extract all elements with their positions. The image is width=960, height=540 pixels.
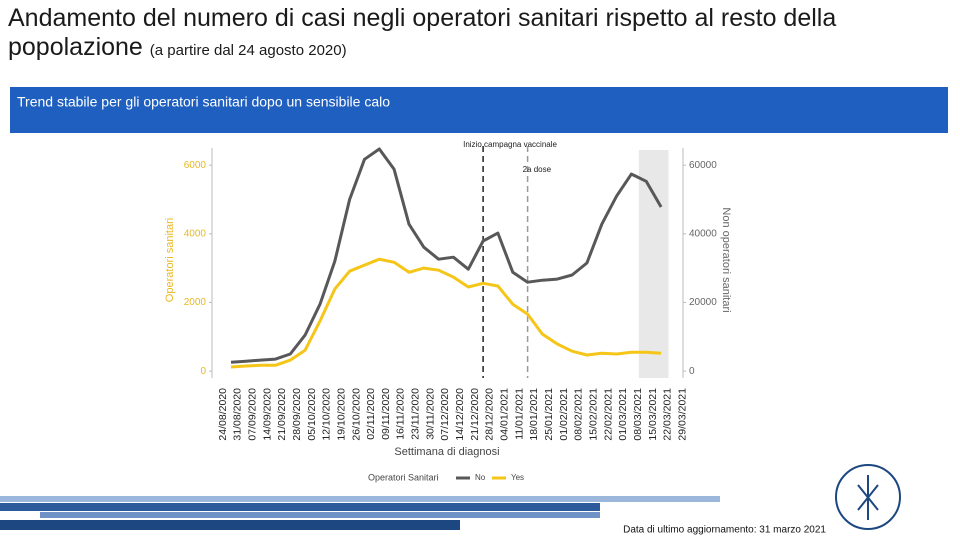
y2-tick-label: 20000 — [689, 297, 717, 308]
banner-bg — [10, 87, 948, 133]
x-tick-label: 05/10/2020 — [306, 388, 318, 441]
x-tick-label: 09/11/2020 — [380, 388, 392, 440]
title: Andamento del numero di casi negli opera… — [8, 4, 837, 61]
banner-text: Trend stabile per gli operatori sanitari… — [17, 94, 390, 110]
x-tick-label: 07/09/2020 — [246, 388, 258, 441]
x-tick-label: 16/11/2020 — [395, 388, 407, 440]
y-tick-label: 2000 — [184, 297, 207, 308]
subtitle: (a partire dal 24 agosto 2020) — [149, 42, 347, 59]
x-tick-label: 04/01/2021 — [499, 388, 511, 441]
x-axis-label: Settimana di diagnosi — [394, 446, 499, 458]
y2-axis-label: Non operatori sanitari — [720, 207, 732, 312]
y2-tick-label: 0 — [689, 366, 695, 377]
x-tick-label: 22/03/2021 — [662, 388, 674, 441]
annotation-text: Inizio campagna vaccinale — [463, 140, 557, 149]
shaded-band — [638, 150, 669, 378]
x-tick-label: 24/08/2020 — [217, 388, 229, 441]
x-tick-label: 07/12/2020 — [439, 388, 451, 441]
annotation-text: 2a dose — [523, 165, 552, 174]
stripe — [0, 503, 600, 511]
y-tick-label: 6000 — [184, 160, 207, 171]
y2-tick-label: 40000 — [689, 228, 717, 239]
x-tick-label: 21/09/2020 — [276, 388, 288, 441]
slide-title: Andamento del numero di casi negli opera… — [8, 4, 953, 65]
legend-label: Yes — [511, 473, 524, 482]
x-tick-label: 14/09/2020 — [261, 388, 273, 441]
legend-title: Operatori Sanitari — [368, 472, 439, 482]
logo-mark — [857, 475, 879, 520]
footer: Data di ultimo aggiornamento: 31 marzo 2… — [623, 525, 826, 536]
series-line — [230, 257, 662, 369]
x-tick-label: 08/03/2021 — [632, 388, 644, 441]
x-tick-label: 12/10/2020 — [321, 388, 333, 441]
x-tick-label: 15/03/2021 — [647, 388, 659, 441]
x-tick-label: 31/08/2020 — [232, 388, 244, 441]
x-tick-label: 01/03/2021 — [617, 388, 629, 441]
x-tick-label: 14/12/2020 — [454, 388, 466, 441]
x-tick-label: 29/03/2021 — [677, 388, 689, 441]
x-tick-label: 11/01/2021 — [513, 388, 525, 440]
stripe — [0, 520, 460, 530]
x-tick-label: 23/11/2020 — [410, 388, 422, 440]
y-tick-label: 0 — [200, 366, 206, 377]
series-line — [230, 147, 663, 364]
decor-stripes — [0, 496, 720, 530]
legend-label: No — [475, 473, 486, 482]
x-tick-label: 28/09/2020 — [291, 388, 303, 441]
x-tick-label: 19/10/2020 — [335, 388, 347, 441]
x-tick-label: 02/11/2020 — [365, 388, 377, 440]
logo-ring — [835, 464, 901, 530]
x-tick-label: 25/01/2021 — [543, 388, 555, 441]
y-axis-label: Operatori sanitari — [164, 218, 176, 302]
x-tick-label: 30/11/2020 — [424, 388, 436, 440]
x-tick-label: 22/02/2021 — [602, 388, 614, 441]
x-tick-label: 15/02/2021 — [588, 388, 600, 441]
stripe — [40, 512, 600, 518]
logo — [835, 464, 901, 530]
x-tick-label: 28/12/2020 — [484, 388, 496, 441]
stripe — [0, 496, 720, 502]
x-tick-label: 21/12/2020 — [469, 388, 481, 441]
y2-tick-label: 60000 — [689, 160, 717, 171]
y-tick-label: 4000 — [184, 228, 207, 239]
x-tick-label: 01/02/2021 — [558, 388, 570, 441]
x-tick-label: 26/10/2020 — [350, 388, 362, 441]
x-tick-label: 08/02/2021 — [573, 388, 585, 441]
x-tick-label: 18/01/2021 — [528, 388, 540, 441]
